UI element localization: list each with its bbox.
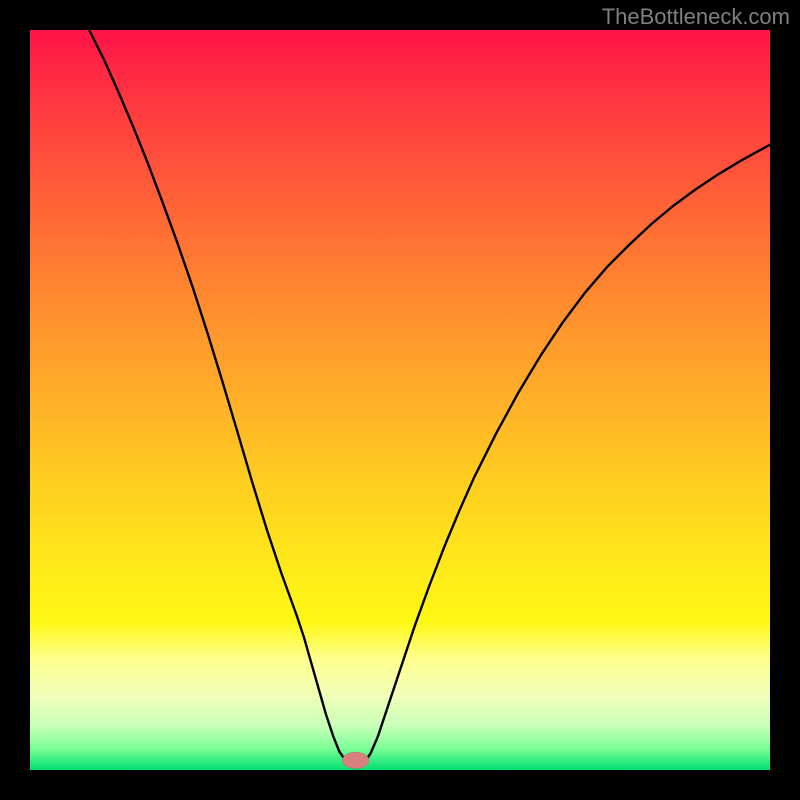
chart-svg — [30, 30, 770, 770]
plot-area — [30, 30, 770, 770]
minimum-marker — [342, 752, 369, 768]
chart-frame: TheBottleneck.com — [0, 0, 800, 800]
watermark-text: TheBottleneck.com — [602, 4, 790, 30]
chart-background — [30, 30, 770, 770]
